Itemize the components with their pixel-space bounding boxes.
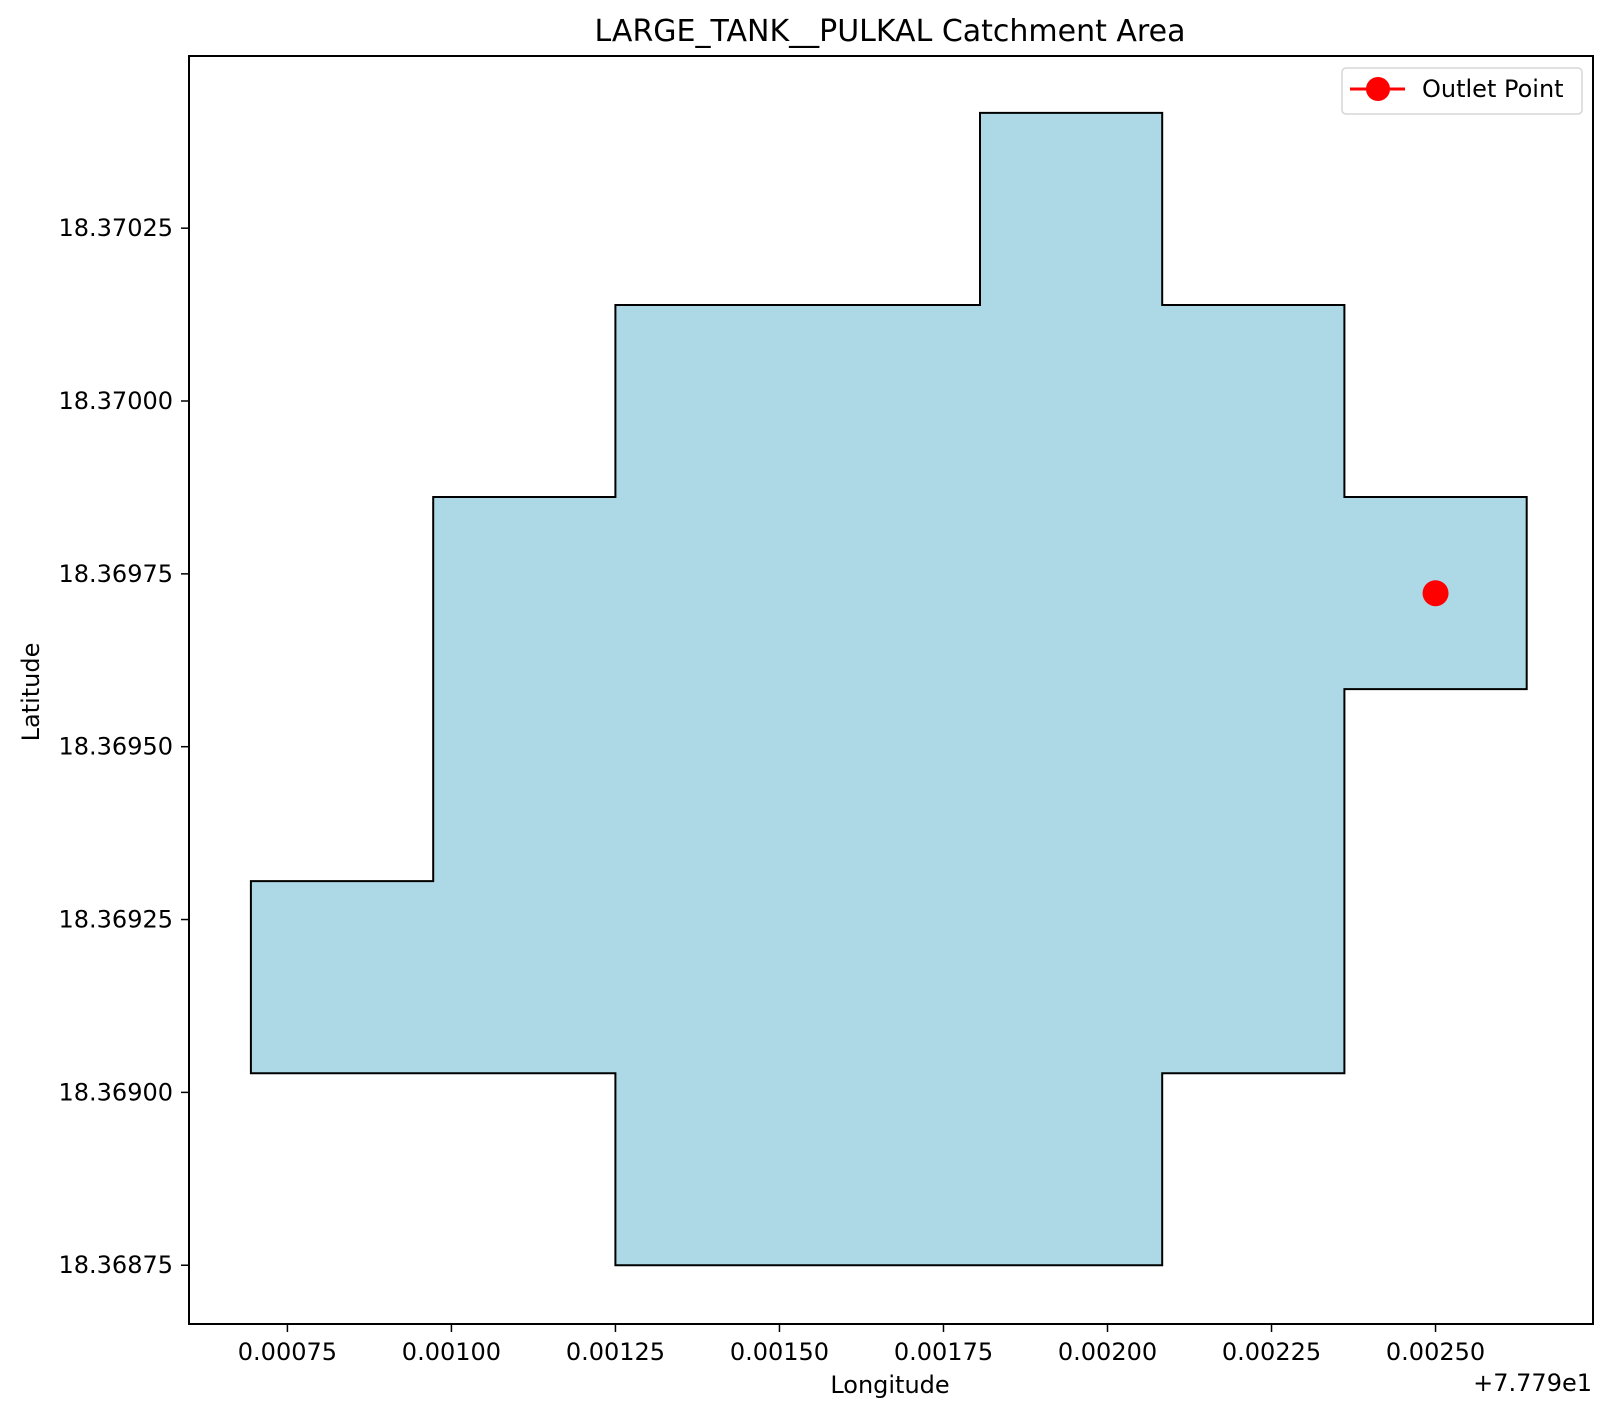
x-tick-label: 0.00250 <box>1386 1338 1485 1366</box>
x-axis-label: Longitude <box>830 1371 949 1399</box>
y-axis-label: Latitude <box>17 643 45 742</box>
catchment-polygon <box>249 111 1528 1267</box>
y-tick-label: 18.37000 <box>58 387 173 415</box>
x-tick-label: 0.00200 <box>1058 1338 1157 1366</box>
legend-marker-sample <box>1366 77 1390 101</box>
legend-box <box>1341 67 1583 115</box>
outlet-point-marker <box>1422 580 1449 607</box>
x-tick-label: 0.00125 <box>566 1338 665 1366</box>
legend-label-outlet-point: Outlet Point <box>1422 75 1564 103</box>
x-tick-label: 0.00100 <box>402 1338 501 1366</box>
y-tick-label: 18.36925 <box>58 906 173 934</box>
legend: Outlet Point <box>1341 67 1583 115</box>
x-tick-label: 0.00225 <box>1222 1338 1321 1366</box>
y-tick-label: 18.37025 <box>58 214 173 242</box>
y-tick-label: 18.36950 <box>58 733 173 761</box>
y-axis: 18.36875 18.36900 18.36925 18.36950 18.36975… <box>58 214 189 1279</box>
axes-frame <box>188 55 1594 1325</box>
chart-title: LARGE_TANK__PULKAL Catchment Area <box>595 14 1186 49</box>
x-axis: 0.00075 0.00100 0.00125 0.00150 0.00175 0.002… <box>238 1324 1485 1366</box>
x-tick-label: 0.00175 <box>894 1338 993 1366</box>
plot-area <box>249 111 1528 1267</box>
y-tick-label: 18.36875 <box>58 1251 173 1279</box>
y-tick-label: 18.36975 <box>58 560 173 588</box>
y-tick-label: 18.36900 <box>58 1078 173 1106</box>
x-tick-label: 0.00150 <box>730 1338 829 1366</box>
x-tick-label: 0.00075 <box>238 1338 337 1366</box>
x-axis-offset-label: +7.779e1 <box>1473 1369 1592 1397</box>
